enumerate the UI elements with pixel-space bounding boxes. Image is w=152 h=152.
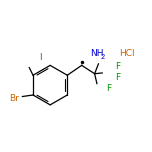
Text: F: F bbox=[115, 73, 120, 82]
Text: Br: Br bbox=[10, 93, 19, 103]
Text: 2: 2 bbox=[100, 54, 105, 60]
Text: F: F bbox=[106, 84, 111, 93]
Text: NH: NH bbox=[90, 49, 104, 59]
Text: I: I bbox=[39, 52, 42, 62]
Text: HCl: HCl bbox=[119, 49, 135, 59]
Text: F: F bbox=[115, 62, 120, 71]
